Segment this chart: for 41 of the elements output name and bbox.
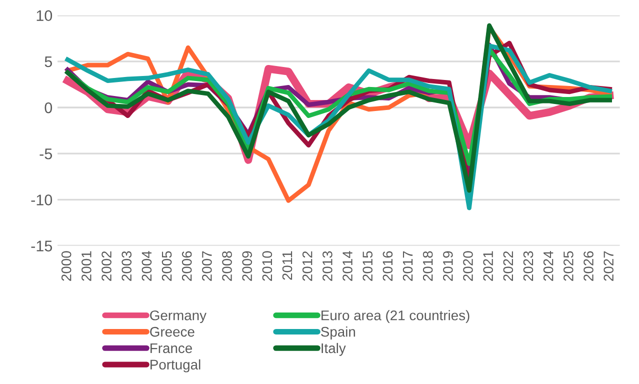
x-tick-label: 2018 bbox=[422, 251, 433, 281]
x-tick-label: 2001 bbox=[82, 251, 92, 281]
x-tick-label: 2017 bbox=[402, 251, 413, 281]
x-tick-label: 2010 bbox=[262, 251, 272, 281]
x-tick-label: 2020 bbox=[463, 251, 473, 281]
x-tick-label: 2000 bbox=[61, 251, 72, 281]
y-tick-label: 10 bbox=[36, 10, 52, 22]
x-tick-label: 2014 bbox=[342, 251, 352, 281]
x-tick-label: 2026 bbox=[584, 251, 594, 281]
x-tick-label: 2007 bbox=[202, 251, 212, 281]
y-tick-label: -15 bbox=[31, 240, 52, 252]
legend-label: Spain bbox=[321, 326, 356, 340]
y-tick-label: 0 bbox=[44, 102, 52, 114]
x-tick-label: 2011 bbox=[282, 251, 292, 280]
x-tick-label: 2025 bbox=[564, 251, 574, 281]
legend-label: Portugal bbox=[150, 359, 200, 372]
y-tick-label: 5 bbox=[44, 56, 52, 68]
legend-label: Italy bbox=[322, 342, 346, 356]
x-tick-label: 2006 bbox=[182, 251, 192, 281]
x-tick-label: 2009 bbox=[242, 251, 252, 281]
y-tick-label: -10 bbox=[31, 194, 52, 206]
x-tick-label: 2015 bbox=[362, 251, 373, 281]
x-tick-label: 2019 bbox=[443, 251, 453, 281]
x-tick-label: 2027 bbox=[604, 251, 614, 281]
legend-label: Greece bbox=[150, 326, 194, 337]
legend-label: Germany bbox=[150, 310, 206, 324]
x-tick-label: 2002 bbox=[102, 251, 112, 281]
x-tick-label: 2003 bbox=[122, 251, 132, 281]
x-tick-label: 2024 bbox=[543, 251, 554, 281]
y-tick-label: -5 bbox=[40, 148, 52, 160]
x-tick-label: 2023 bbox=[523, 251, 534, 281]
x-tick-label: 2022 bbox=[503, 251, 514, 281]
x-tick-label: 2016 bbox=[382, 251, 393, 281]
legend-label: Euro area (21 countries) bbox=[322, 310, 470, 324]
x-tick-label: 2013 bbox=[322, 251, 332, 281]
x-tick-label: 2008 bbox=[222, 251, 232, 281]
x-tick-label: 2004 bbox=[142, 251, 152, 281]
x-tick-label: 2012 bbox=[302, 251, 312, 281]
x-tick-label: 2005 bbox=[162, 251, 172, 281]
legend-label: France bbox=[150, 343, 192, 354]
x-tick-label: 2021 bbox=[483, 251, 494, 281]
